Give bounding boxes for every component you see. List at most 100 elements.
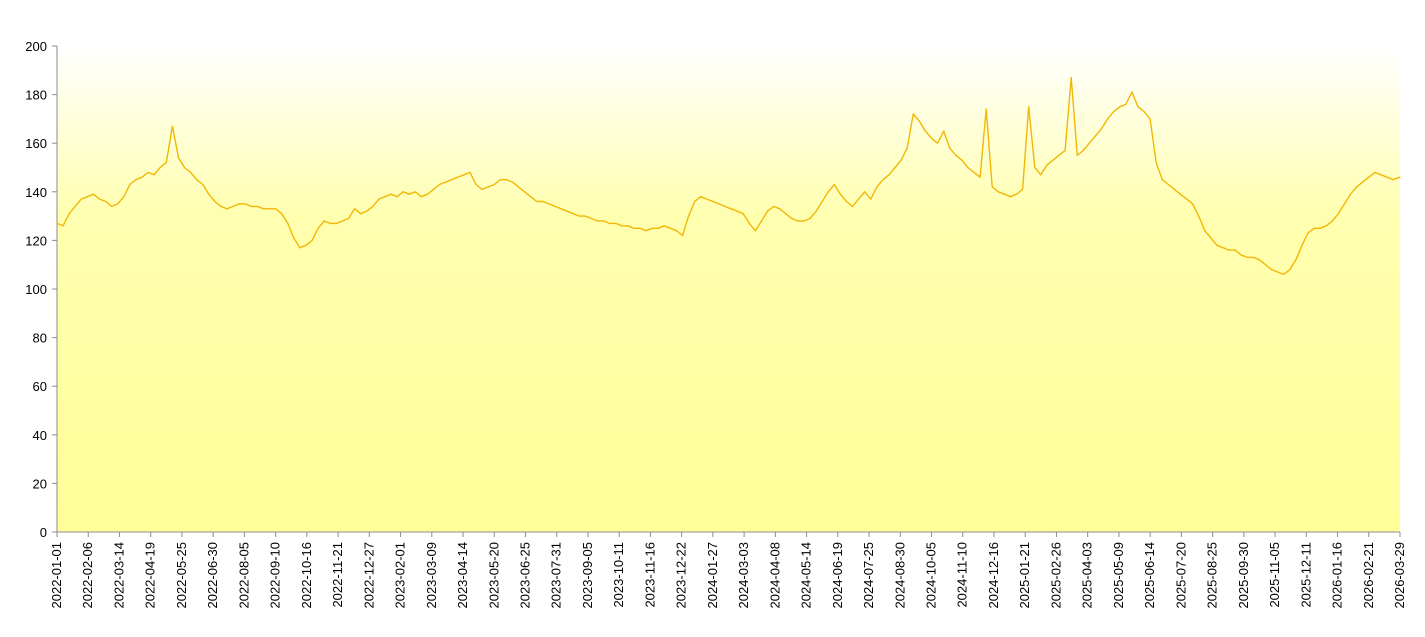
data-point	[815, 210, 817, 212]
x-tick-label: 2024-08-30	[892, 542, 907, 609]
data-point	[718, 203, 720, 205]
data-point	[190, 171, 192, 173]
data-point	[354, 208, 356, 210]
x-tick-label: 2023-10-11	[611, 542, 626, 608]
data-point	[177, 157, 180, 159]
data-point	[1076, 154, 1078, 156]
data-point	[92, 193, 94, 195]
data-point	[1313, 227, 1315, 229]
data-point	[384, 196, 386, 198]
data-point	[1331, 220, 1333, 222]
data-point	[1040, 174, 1042, 176]
data-point	[900, 159, 902, 161]
data-point	[663, 225, 665, 227]
data-point	[1337, 213, 1339, 215]
data-point	[481, 188, 483, 190]
data-point	[1186, 198, 1188, 200]
data-point	[675, 230, 678, 232]
data-point	[232, 205, 234, 207]
x-tick-label: 2022-12-27	[361, 542, 376, 609]
data-point	[1028, 106, 1030, 108]
data-point	[876, 186, 878, 188]
data-point	[402, 191, 404, 193]
data-point	[98, 198, 101, 200]
data-point	[147, 171, 149, 173]
y-tick-label: 100	[25, 282, 47, 297]
y-tick-label: 200	[25, 39, 47, 54]
data-point	[603, 220, 605, 222]
data-point	[165, 162, 167, 164]
data-point	[773, 205, 775, 207]
data-point	[1240, 254, 1242, 256]
data-point	[797, 220, 799, 222]
data-point	[1101, 128, 1103, 130]
data-point	[117, 203, 119, 205]
y-tick-label: 80	[33, 331, 47, 346]
y-tick-label: 160	[25, 136, 47, 151]
data-point	[1386, 176, 1388, 178]
data-point	[997, 191, 999, 193]
data-point	[1301, 244, 1303, 246]
data-point	[724, 205, 726, 207]
x-tick-label: 2025-02-26	[1048, 542, 1063, 609]
data-point	[457, 176, 459, 178]
data-point	[1015, 193, 1018, 195]
data-point	[487, 186, 489, 188]
data-point	[1179, 193, 1182, 195]
data-point	[1082, 149, 1084, 152]
data-point	[639, 227, 641, 229]
data-point	[135, 179, 137, 181]
x-tick-label: 2023-05-20	[486, 542, 501, 609]
data-point	[1356, 186, 1358, 188]
data-point	[1119, 106, 1121, 108]
data-point	[845, 200, 848, 203]
x-tick-label: 2024-01-27	[705, 542, 720, 609]
data-point	[700, 196, 702, 198]
data-point	[712, 200, 714, 203]
data-point	[1343, 203, 1346, 205]
data-point	[1125, 103, 1127, 105]
data-point	[1113, 111, 1115, 113]
data-point	[785, 213, 787, 215]
data-point	[1094, 135, 1097, 137]
data-point	[378, 198, 380, 200]
data-point	[360, 213, 362, 215]
data-point	[1161, 179, 1163, 181]
data-point	[930, 137, 933, 139]
x-tick-label: 2022-10-16	[299, 542, 314, 609]
data-point	[937, 142, 939, 144]
data-point	[1399, 176, 1401, 178]
data-point	[1034, 166, 1036, 169]
series-line	[56, 76, 1401, 276]
data-point	[511, 181, 514, 183]
y-tick-label: 0	[40, 525, 47, 540]
data-point	[432, 188, 435, 190]
data-point	[439, 183, 441, 186]
data-point	[244, 203, 246, 205]
x-tick-label: 2025-12-11	[1298, 542, 1313, 608]
data-point	[347, 217, 350, 220]
data-point	[973, 171, 975, 173]
data-point	[475, 183, 477, 186]
data-point	[1210, 237, 1212, 239]
data-point	[463, 174, 465, 176]
data-point	[159, 166, 161, 169]
data-point	[305, 244, 307, 246]
x-tick-label: 2022-09-10	[268, 542, 283, 609]
y-axis: 0 20 40 60 80 100 120 140 160 180 200	[25, 39, 58, 540]
data-point	[196, 179, 198, 181]
data-point	[1167, 183, 1169, 186]
data-point	[111, 205, 113, 207]
data-point	[171, 125, 173, 127]
data-point	[420, 196, 422, 198]
data-point	[366, 210, 368, 212]
data-point	[262, 208, 265, 210]
data-point	[281, 213, 283, 215]
data-point	[469, 171, 471, 173]
data-point	[1222, 247, 1224, 249]
plot-background	[57, 46, 1400, 532]
data-point	[1216, 244, 1218, 246]
data-point	[329, 222, 331, 224]
x-tick-label: 2022-08-05	[236, 542, 251, 609]
data-point	[870, 198, 872, 200]
